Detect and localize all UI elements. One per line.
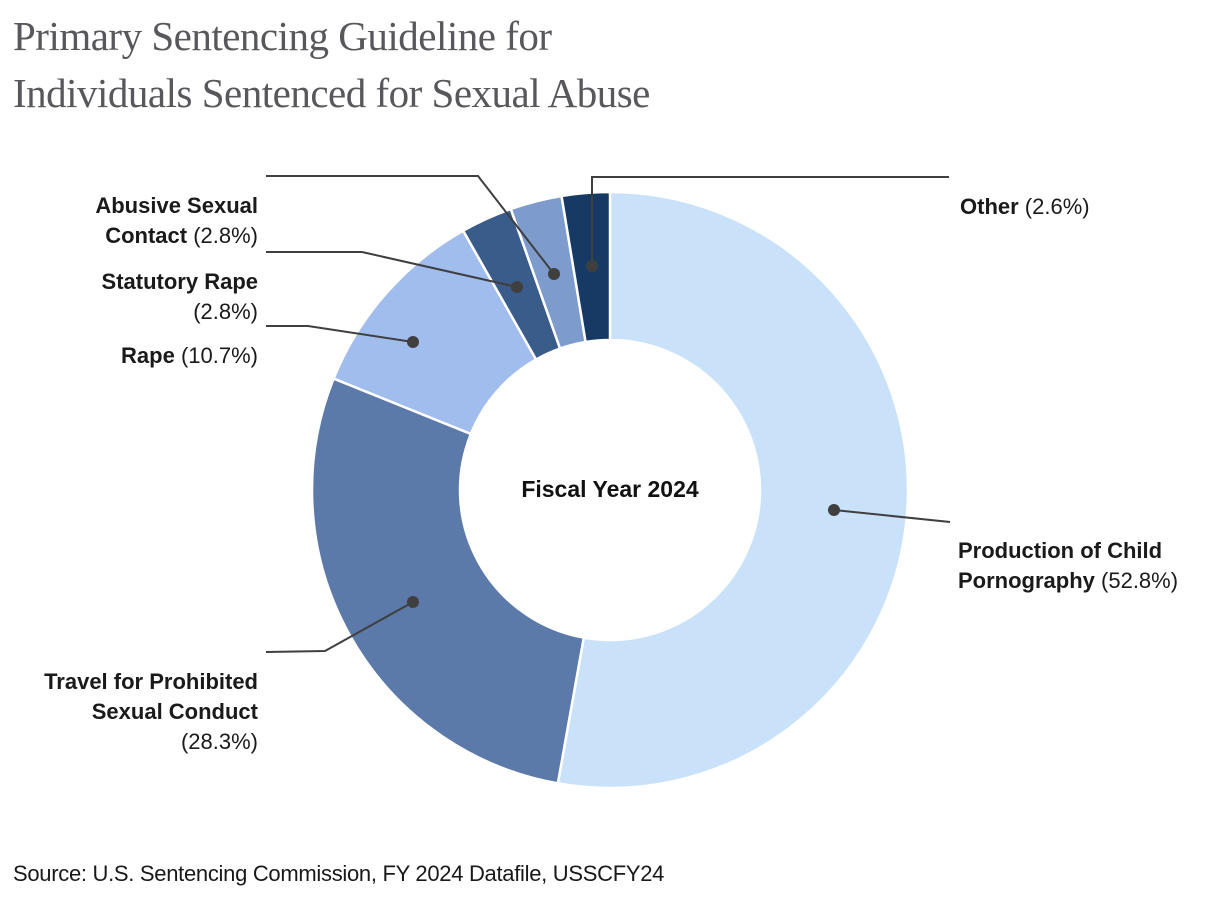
anchor-dot-travel	[407, 596, 419, 608]
slice-label-value: (2.8%)	[193, 299, 258, 324]
donut-center-label: Fiscal Year 2024	[521, 476, 699, 502]
anchor-dot-statutory	[511, 281, 523, 293]
pie-slice-travel	[310, 376, 586, 785]
leader-line-production	[833, 509, 951, 523]
anchor-dot-production	[828, 504, 840, 516]
slice-label-production: Production of Child Pornography (52.8%)	[958, 506, 1178, 596]
anchor-dot-other	[586, 260, 598, 272]
page-title: Primary Sentencing Guideline for Individ…	[13, 8, 650, 122]
anchor-dot-rape	[407, 336, 419, 348]
leader-line-travel	[265, 601, 414, 653]
leader-line-statutory	[266, 251, 518, 288]
pie-slice-other	[560, 190, 612, 344]
slice-label-name: Statutory Rape	[101, 269, 258, 294]
page-title-line-2: Individuals Sentenced for Sexual Abuse	[13, 70, 650, 116]
slice-label-name: Travel for Prohibited Sexual Conduct	[44, 669, 258, 724]
slice-label-rape: Rape (10.7%)	[121, 311, 258, 371]
slice-label-value: (52.8%)	[1094, 568, 1179, 593]
slice-label-value: (2.6%)	[1018, 194, 1090, 219]
slice-label-value: (2.8%)	[187, 223, 258, 248]
anchor-dot-abusive	[548, 268, 560, 280]
source-note: Source: U.S. Sentencing Commission, FY 2…	[13, 861, 665, 886]
leader-line-rape	[266, 325, 414, 343]
slice-label-name: Abusive Sexual Contact	[95, 193, 258, 248]
page-title-line-1: Primary Sentencing Guideline for	[13, 13, 552, 59]
slice-label-name: Rape	[121, 343, 175, 368]
slice-label-name: Production of Child Pornography	[958, 538, 1163, 593]
slice-label-value: (28.3%)	[180, 729, 258, 754]
slice-label-other: Other (2.6%)	[960, 162, 1090, 222]
leader-line-abusive	[266, 175, 555, 275]
leader-line-other	[591, 176, 949, 266]
slice-label-value: (10.7%)	[174, 343, 258, 368]
slice-label-statutory-rape: Statutory Rape (2.8%)	[102, 237, 258, 327]
slice-label-travel: Travel for Prohibited Sexual Conduct (28…	[44, 637, 258, 757]
pie-slice-production	[556, 190, 910, 790]
slice-label-abusive-sexual-contact: Abusive Sexual Contact (2.8%)	[95, 161, 258, 251]
slice-label-name: Other	[960, 194, 1019, 219]
